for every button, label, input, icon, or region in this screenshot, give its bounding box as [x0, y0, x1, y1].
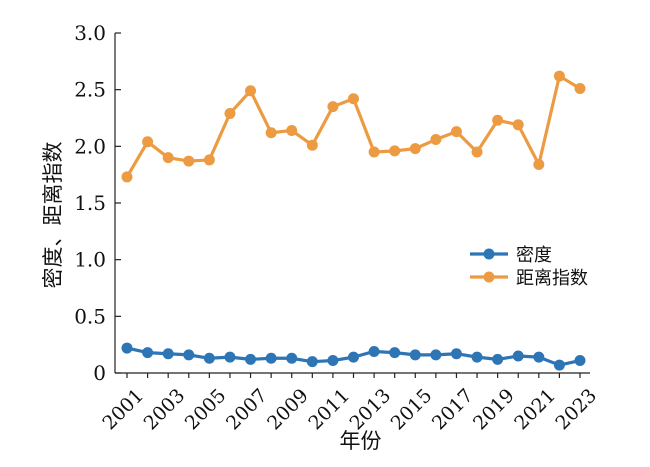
- data-point: [121, 171, 133, 183]
- y-axis-label: 密度、距离指数: [41, 142, 65, 289]
- y-tick-label: 2.0: [74, 134, 106, 158]
- data-point: [512, 350, 524, 362]
- series-group: [121, 70, 586, 371]
- data-point: [142, 347, 154, 359]
- legend-label: 密度: [516, 245, 552, 266]
- x-tick-label: 2017: [428, 385, 478, 435]
- data-point: [286, 124, 298, 136]
- legend-label: 距离指数: [516, 268, 588, 289]
- data-point: [224, 351, 236, 363]
- data-point: [265, 127, 277, 139]
- data-point: [409, 349, 421, 361]
- y-tick-label: 1.0: [74, 248, 106, 272]
- x-tick-label: 2011: [304, 385, 354, 435]
- x-tick-label: 2009: [263, 385, 313, 435]
- x-tick-label: 2005: [181, 385, 231, 435]
- y-tick-label: 2.5: [74, 78, 106, 102]
- data-point: [574, 83, 586, 95]
- x-tick-label: 2013: [345, 385, 395, 435]
- series-line-1: [125, 74, 581, 178]
- axes: [114, 33, 590, 374]
- x-tick-label: 2003: [140, 385, 190, 435]
- data-point: [492, 353, 504, 365]
- data-point: [327, 355, 339, 367]
- data-point: [389, 145, 401, 157]
- y-tick-label: 3.0: [74, 21, 106, 45]
- data-point: [245, 353, 257, 365]
- data-point: [553, 70, 565, 82]
- data-point: [533, 351, 545, 363]
- data-point: [142, 136, 154, 148]
- x-axis-label: 年份: [340, 429, 382, 453]
- x-tick-label: 2007: [222, 385, 272, 435]
- y-tick-label: 1.5: [74, 191, 106, 215]
- data-point: [450, 126, 462, 138]
- data-point: [203, 352, 215, 364]
- data-point: [368, 345, 380, 357]
- data-point: [492, 114, 504, 126]
- data-point: [348, 351, 359, 363]
- data-point: [430, 134, 442, 146]
- data-point: [553, 359, 565, 371]
- data-point: [574, 355, 586, 367]
- data-point: [389, 347, 401, 359]
- data-point: [409, 143, 421, 155]
- data-point: [306, 139, 318, 151]
- data-point: [471, 351, 483, 363]
- legend-swatch-marker: [483, 248, 495, 260]
- legend-swatch-marker: [483, 271, 495, 283]
- x-tick-label: 2015: [387, 385, 437, 435]
- data-point: [265, 352, 277, 364]
- data-point: [286, 352, 298, 364]
- data-point: [471, 146, 483, 158]
- data-point: [368, 146, 380, 158]
- data-point: [183, 155, 195, 167]
- x-tick-label: 2001: [98, 385, 148, 435]
- data-point: [162, 152, 174, 164]
- data-point: [512, 119, 524, 131]
- data-point: [121, 342, 133, 354]
- data-point: [430, 349, 442, 361]
- y-ticks: 0 0.5 1.0 1.5 2.0 2.5 3.0: [74, 21, 121, 385]
- data-point: [348, 93, 359, 105]
- y-tick-label: 0: [93, 361, 106, 385]
- data-point: [327, 101, 339, 113]
- data-point: [224, 107, 236, 119]
- x-tick-label: 2019: [469, 385, 519, 435]
- x-tick-label: 2023: [551, 385, 601, 435]
- data-point: [245, 85, 257, 97]
- data-point: [450, 348, 462, 360]
- data-point: [306, 356, 318, 368]
- data-point: [203, 154, 215, 166]
- y-tick-label: 0.5: [74, 304, 106, 328]
- x-tick-label: 2021: [510, 385, 560, 435]
- data-point: [533, 158, 545, 170]
- data-point: [183, 349, 195, 361]
- data-point: [162, 348, 174, 360]
- x-ticks: 2001200320052007200920112013201520172019…: [98, 373, 601, 434]
